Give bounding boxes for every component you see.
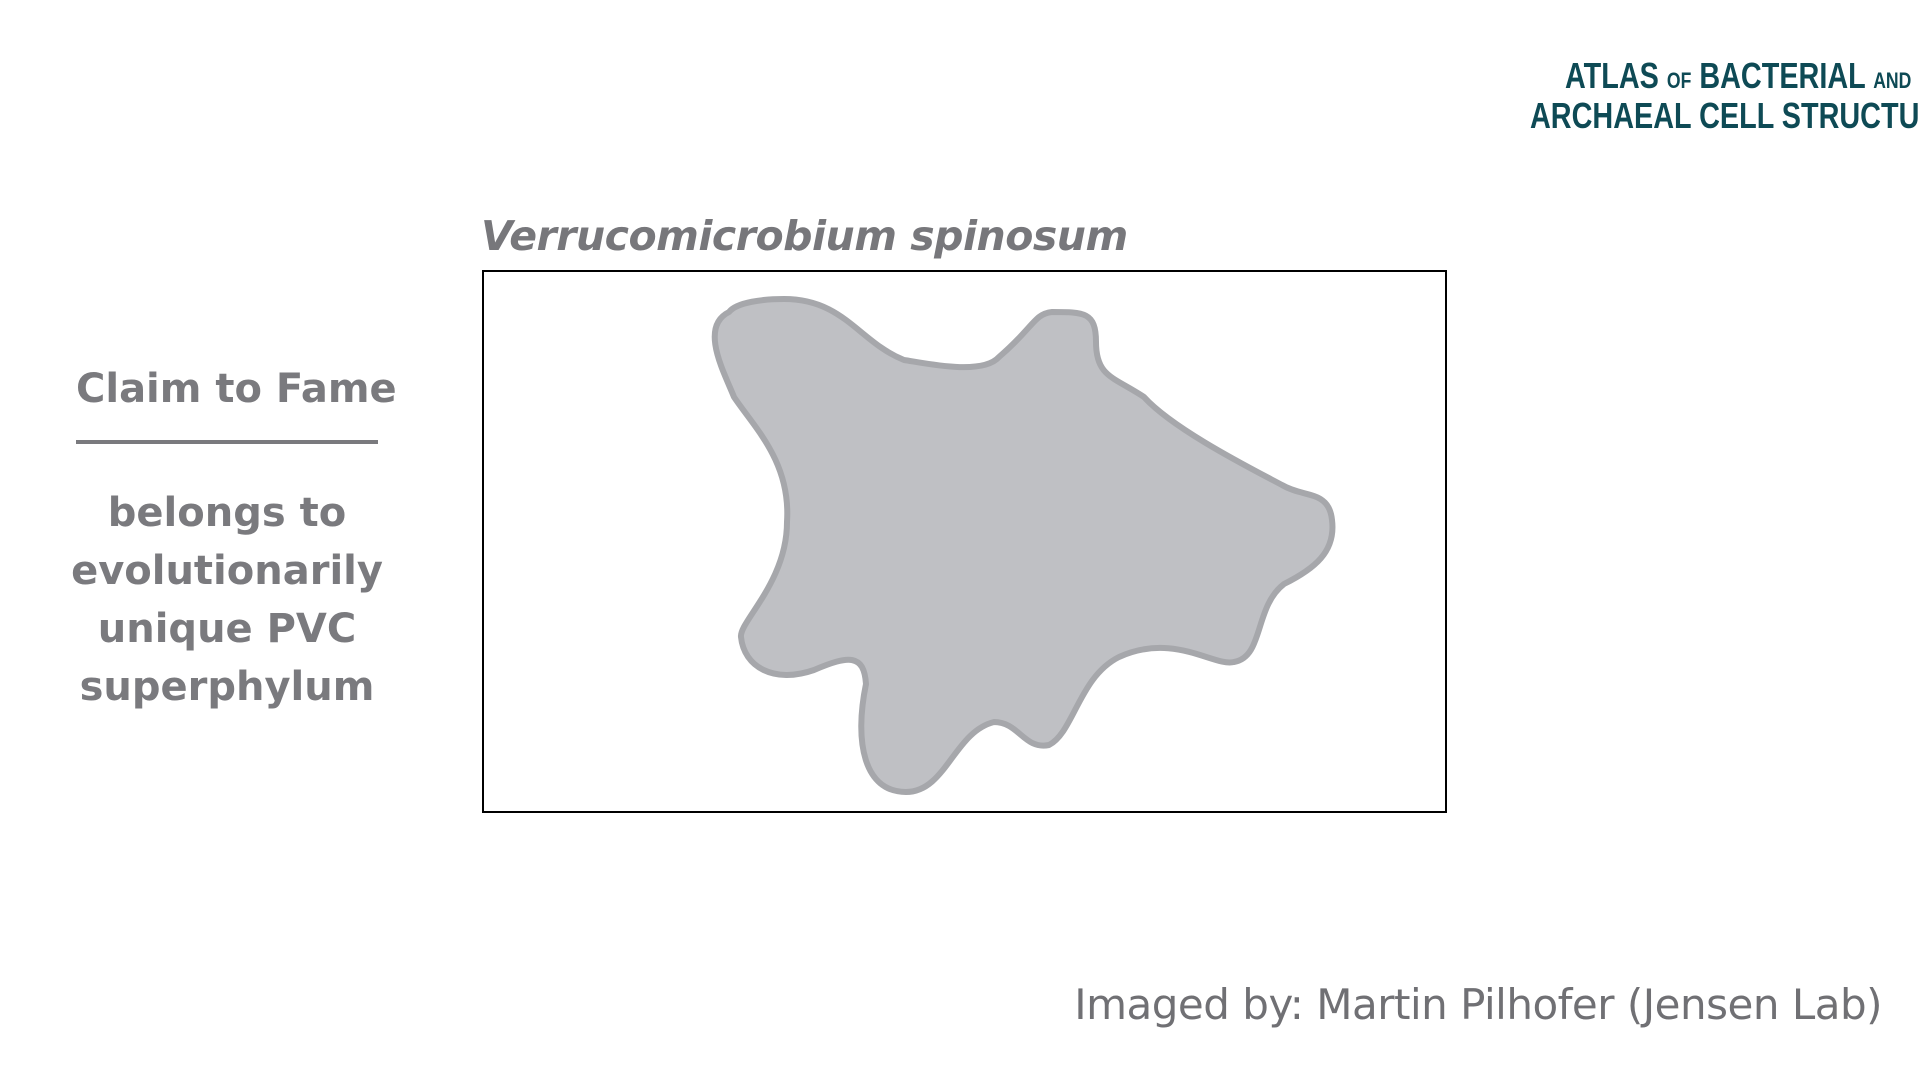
- image-credit: Imaged by: Martin Pilhofer (Jensen Lab): [1074, 980, 1882, 1029]
- cell-shape: [711, 296, 1336, 795]
- claim-line: unique PVC: [97, 606, 357, 652]
- logo-line-2: Archaeal Cell Structure: [1530, 95, 1920, 136]
- logo-word-structure: Structure: [1781, 95, 1920, 136]
- claim-divider: [76, 440, 378, 444]
- logo-line-1: Atlas of Bacterial and: [1565, 55, 1911, 96]
- claim-description: belongs to evolutionarily unique PVC sup…: [60, 484, 394, 716]
- claim-line: belongs to: [107, 490, 347, 536]
- species-title: Verrucomicrobium spinosum: [481, 212, 1128, 260]
- cell-illustration: [711, 296, 1336, 795]
- logo-word-archaeal: Archaeal: [1530, 95, 1692, 136]
- claim-line: evolutionarily: [71, 548, 383, 594]
- claim-line: superphylum: [79, 664, 375, 710]
- image-frame: [482, 270, 1447, 813]
- logo-word-and: and: [1873, 68, 1912, 93]
- logo-word-bacterial: Bacterial: [1699, 55, 1866, 96]
- logo-word-of: of: [1666, 68, 1692, 93]
- claim-to-fame-heading: Claim to Fame: [76, 366, 397, 412]
- atlas-logo: Atlas of Bacterial and Archaeal Cell Str…: [1530, 55, 1920, 158]
- logo-word-cell: Cell: [1699, 95, 1774, 136]
- logo-word-atlas: Atlas: [1565, 55, 1659, 96]
